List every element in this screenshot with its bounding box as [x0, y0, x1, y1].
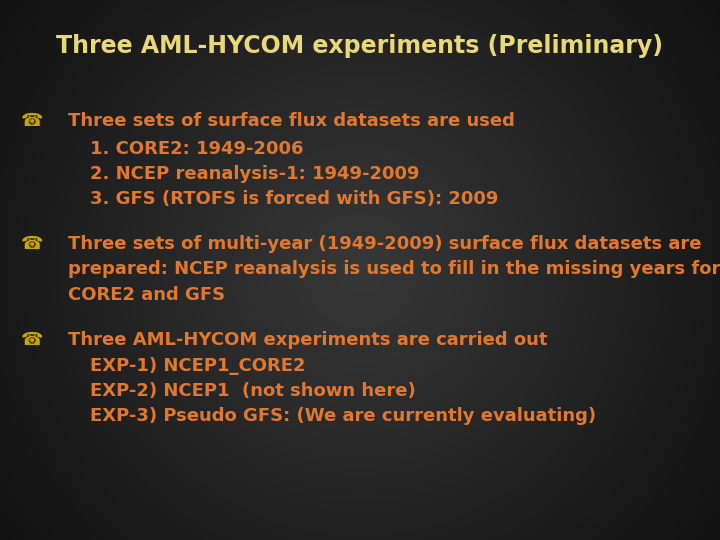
Text: Three AML-HYCOM experiments are carried out: Three AML-HYCOM experiments are carried …	[68, 331, 548, 349]
Text: Three AML-HYCOM experiments (Preliminary): Three AML-HYCOM experiments (Preliminary…	[56, 34, 664, 58]
Text: EXP-1) NCEP1_CORE2: EXP-1) NCEP1_CORE2	[90, 356, 305, 375]
Text: Three sets of multi-year (1949-2009) surface flux datasets are: Three sets of multi-year (1949-2009) sur…	[68, 235, 702, 253]
Text: EXP-2) NCEP1  (not shown here): EXP-2) NCEP1 (not shown here)	[90, 382, 415, 400]
Text: ☎: ☎	[21, 235, 44, 253]
Text: Three sets of surface flux datasets are used: Three sets of surface flux datasets are …	[68, 112, 516, 131]
Text: ☎: ☎	[21, 331, 44, 349]
Text: EXP-3) Pseudo GFS: (We are currently evaluating): EXP-3) Pseudo GFS: (We are currently eva…	[90, 407, 596, 426]
Text: prepared: NCEP reanalysis is used to fill in the missing years for: prepared: NCEP reanalysis is used to fil…	[68, 260, 720, 279]
Text: 3. GFS (RTOFS is forced with GFS): 2009: 3. GFS (RTOFS is forced with GFS): 2009	[90, 190, 498, 208]
Text: 2. NCEP reanalysis-1: 1949-2009: 2. NCEP reanalysis-1: 1949-2009	[90, 165, 420, 183]
Text: ☎: ☎	[21, 112, 44, 131]
Text: CORE2 and GFS: CORE2 and GFS	[68, 286, 225, 304]
Text: 1. CORE2: 1949-2006: 1. CORE2: 1949-2006	[90, 139, 304, 158]
